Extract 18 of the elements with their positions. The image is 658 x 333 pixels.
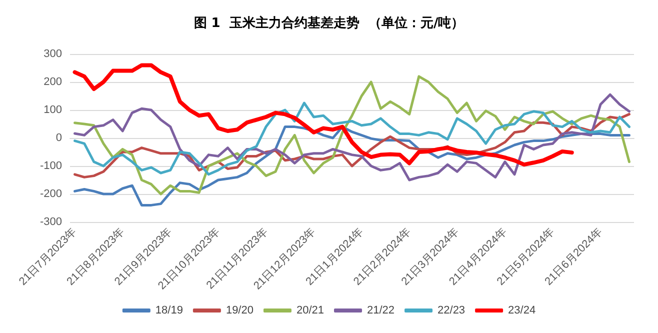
y-tick-label: 200	[44, 76, 62, 88]
chart-title: 图 1 玉米主力合约基差走势 （单位：元/吨）	[194, 15, 464, 31]
line-series	[74, 75, 630, 196]
y-tick-label: 100	[44, 104, 62, 116]
legend-label: 21/22	[367, 304, 395, 316]
legend-label: 19/20	[226, 304, 254, 316]
line-series	[74, 93, 630, 182]
y-tick-label: -300	[40, 216, 62, 228]
legend-label: 22/23	[438, 304, 466, 316]
legend-label: 18/19	[155, 304, 183, 316]
legend-label: 23/24	[508, 304, 536, 316]
y-tick-label: 300	[44, 48, 62, 60]
y-tick-label: 0	[56, 132, 62, 144]
y-tick-label: -100	[40, 160, 62, 172]
y-tick-label: -200	[40, 188, 62, 200]
legend-label: 20/21	[296, 304, 324, 316]
line-series	[74, 102, 630, 176]
line-series	[72, 63, 574, 167]
